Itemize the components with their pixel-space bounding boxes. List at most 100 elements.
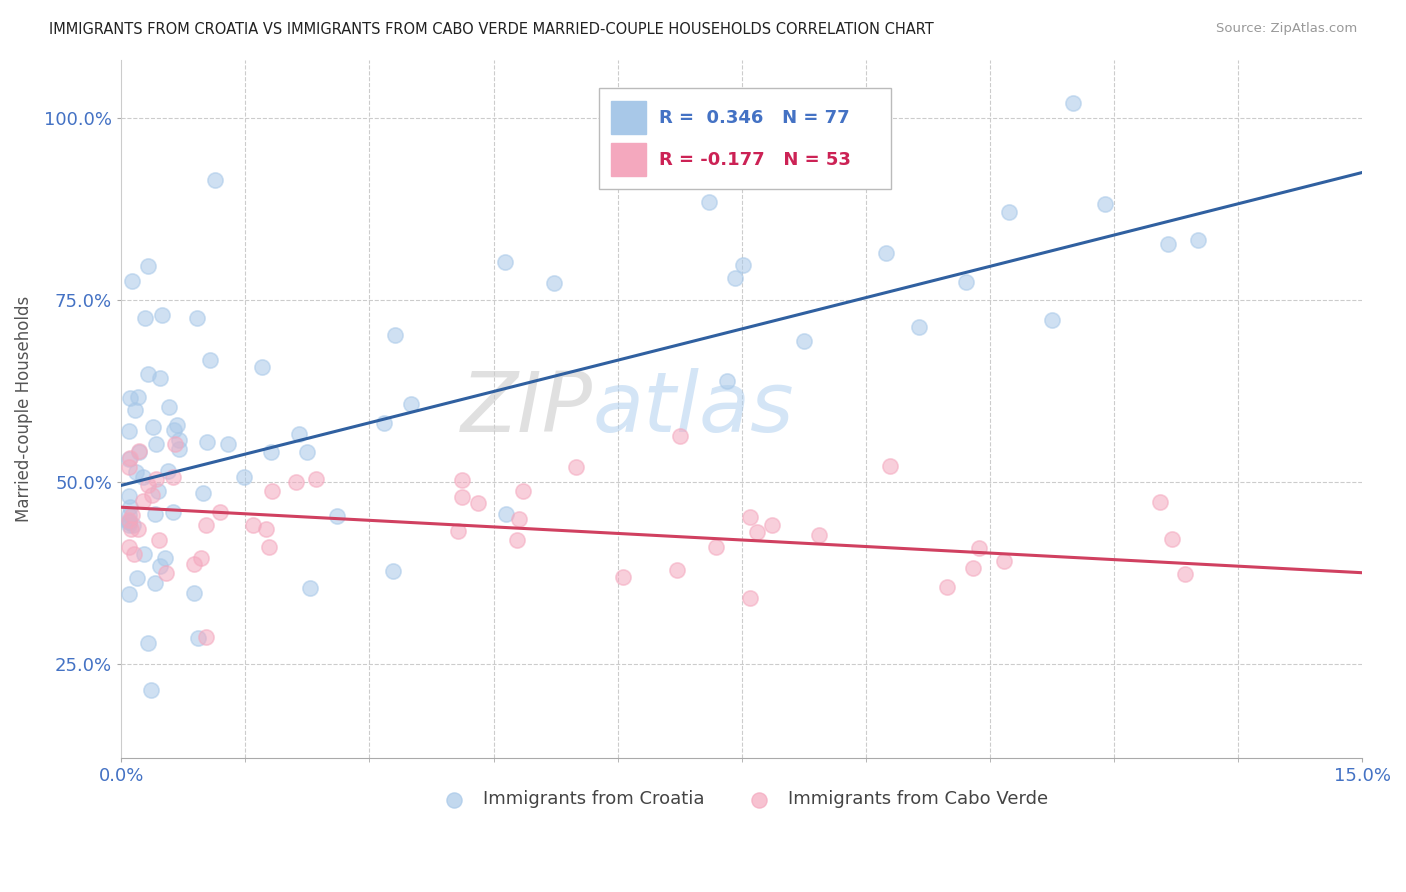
Point bbox=[118, 515, 141, 529]
Point bbox=[163, 437, 186, 451]
Point bbox=[697, 194, 720, 209]
Point bbox=[143, 576, 166, 591]
Bar bbox=[612, 143, 647, 177]
Point bbox=[508, 512, 530, 526]
Point bbox=[134, 310, 156, 325]
Point bbox=[287, 426, 309, 441]
Point bbox=[138, 368, 160, 382]
Point bbox=[132, 547, 155, 561]
Point bbox=[1040, 312, 1063, 326]
Point bbox=[260, 445, 283, 459]
Point bbox=[118, 513, 141, 527]
Point bbox=[704, 540, 727, 554]
Point bbox=[136, 477, 159, 491]
Point bbox=[745, 524, 768, 539]
Point bbox=[132, 494, 155, 508]
Point bbox=[156, 464, 179, 478]
Point bbox=[208, 505, 231, 519]
Text: R = -0.177   N = 53: R = -0.177 N = 53 bbox=[658, 151, 851, 169]
Point bbox=[793, 334, 815, 348]
Point bbox=[143, 507, 166, 521]
Point bbox=[118, 500, 141, 514]
Point bbox=[166, 418, 188, 433]
Point bbox=[761, 517, 783, 532]
Point bbox=[195, 518, 218, 533]
Point bbox=[157, 400, 180, 414]
Point bbox=[150, 308, 173, 322]
Point bbox=[738, 591, 761, 605]
Text: ZIP: ZIP bbox=[461, 368, 593, 450]
Point bbox=[254, 522, 277, 536]
Point bbox=[190, 551, 212, 566]
Point bbox=[1062, 96, 1084, 111]
Point bbox=[118, 490, 141, 504]
Text: Source: ZipAtlas.com: Source: ZipAtlas.com bbox=[1216, 22, 1357, 36]
Point bbox=[1187, 234, 1209, 248]
Point bbox=[512, 484, 534, 499]
Point bbox=[149, 371, 172, 385]
Point bbox=[250, 360, 273, 375]
Point bbox=[195, 630, 218, 644]
Point bbox=[148, 533, 170, 548]
Point bbox=[187, 631, 209, 645]
Point bbox=[907, 319, 929, 334]
Point bbox=[139, 683, 162, 698]
Point bbox=[399, 397, 422, 411]
Point bbox=[1157, 237, 1180, 252]
Point bbox=[146, 483, 169, 498]
Point bbox=[198, 352, 221, 367]
Point bbox=[242, 517, 264, 532]
Point bbox=[1094, 196, 1116, 211]
Point bbox=[808, 527, 831, 541]
Point bbox=[118, 424, 141, 438]
Point bbox=[724, 270, 747, 285]
Point bbox=[740, 510, 762, 524]
Point bbox=[993, 554, 1015, 568]
Point bbox=[875, 246, 897, 260]
Text: IMMIGRANTS FROM CROATIA VS IMMIGRANTS FROM CABO VERDE MARRIED-COUPLE HOUSEHOLDS : IMMIGRANTS FROM CROATIA VS IMMIGRANTS FR… bbox=[49, 22, 934, 37]
Point bbox=[204, 172, 226, 186]
Point bbox=[162, 505, 184, 519]
Point bbox=[124, 403, 146, 417]
Point bbox=[167, 433, 190, 447]
Point bbox=[120, 450, 142, 465]
Point bbox=[142, 420, 165, 434]
Point bbox=[494, 254, 516, 268]
Point bbox=[128, 445, 150, 459]
Point bbox=[1161, 532, 1184, 546]
Point bbox=[136, 260, 159, 274]
Point bbox=[118, 540, 141, 554]
Point bbox=[191, 486, 214, 500]
Point bbox=[118, 391, 141, 405]
Point bbox=[935, 580, 957, 594]
Point bbox=[145, 437, 167, 451]
Point bbox=[668, 429, 690, 443]
Point bbox=[122, 547, 145, 561]
Point bbox=[384, 328, 406, 343]
Point bbox=[125, 466, 148, 480]
Point bbox=[381, 564, 404, 578]
Legend: Immigrants from Croatia, Immigrants from Cabo Verde: Immigrants from Croatia, Immigrants from… bbox=[429, 783, 1054, 815]
Point bbox=[998, 205, 1021, 219]
Point bbox=[127, 522, 149, 536]
Point bbox=[118, 452, 141, 467]
Point bbox=[450, 490, 472, 504]
Point bbox=[1149, 495, 1171, 509]
Point bbox=[127, 390, 149, 404]
Point bbox=[131, 470, 153, 484]
Point bbox=[305, 472, 328, 486]
Point bbox=[262, 483, 284, 498]
Point bbox=[149, 558, 172, 573]
Point bbox=[505, 533, 527, 548]
Point bbox=[295, 445, 318, 459]
Point bbox=[118, 587, 141, 601]
Point bbox=[155, 566, 177, 580]
Point bbox=[121, 508, 143, 523]
Point bbox=[128, 444, 150, 458]
Point bbox=[495, 507, 517, 521]
Point bbox=[121, 518, 143, 533]
Y-axis label: Married-couple Households: Married-couple Households bbox=[15, 296, 32, 522]
Point bbox=[326, 509, 349, 524]
Point bbox=[543, 277, 565, 291]
Point bbox=[284, 475, 307, 489]
